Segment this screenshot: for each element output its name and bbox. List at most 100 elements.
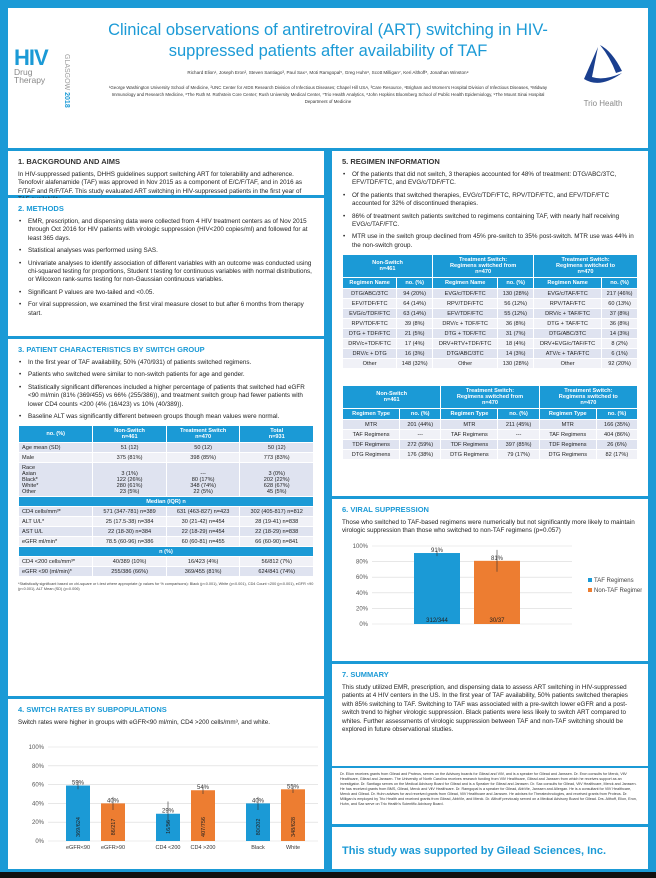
bar-value-label: 81% — [491, 556, 504, 562]
table-cell: 217 (46%) — [601, 288, 638, 300]
group-header: Non-Switch n=461 — [341, 385, 442, 410]
table-cell: 166 (35%) — [595, 419, 639, 431]
y-tick-label: 0% — [35, 839, 44, 845]
table-cell: 60 (60-81) n=455 — [165, 536, 241, 548]
viral-suppression-text: Those who switched to TAF-based regimens… — [342, 519, 635, 535]
bar-value-label: 59% — [72, 781, 85, 787]
section-background: 1. BACKGROUND AND AIMS In HIV-suppressed… — [8, 151, 324, 203]
disclosures: Dr. Elion receives grants from Gilead an… — [332, 768, 648, 824]
table-cell: 398 (85%) — [165, 452, 241, 464]
y-tick-label: 40% — [32, 802, 45, 808]
y-tick-label: 60% — [356, 575, 369, 581]
section-title: 7. SUMMARY — [342, 670, 389, 679]
column-header: Regimen Name — [533, 277, 603, 290]
table-cell: DTG Regimens — [440, 449, 499, 461]
table-cell: 94 (20%) — [396, 288, 434, 300]
table-cell: 40/389 (10%) — [92, 556, 167, 568]
table-row: DTG + TDF/FTC 21 (5%) DTG + TDF/FTC 31 (7%)… — [341, 328, 638, 340]
table-cell: --- — [497, 429, 540, 441]
bar-value-label: 55% — [287, 785, 300, 791]
table-cell: 3 (0%) 202 (22%) 628 (67%) 45 (5%) — [239, 462, 314, 498]
summary-text: This study utilized EMR, prescription, a… — [342, 684, 628, 734]
table-cell: 37 (8%) — [601, 308, 638, 320]
table-cell: MTR — [440, 419, 499, 431]
table-cell: Other — [533, 358, 603, 370]
table-cell: AST U/L — [17, 526, 94, 538]
table-cell: 36 (8%) — [601, 318, 638, 330]
legend-swatch — [588, 587, 592, 592]
x-tick-label: CD4 >200 — [191, 845, 216, 851]
regimen-type-table: Non-Switch n=461 Treatment Switch: Regimens… — [341, 385, 639, 461]
column-header: no. (%) — [497, 408, 540, 421]
table-cell: Age mean (SD) — [17, 442, 94, 454]
table-cell: 6 (1%) — [601, 348, 638, 360]
table-footnote: *Statistically significant based on chi-… — [18, 582, 314, 592]
y-tick-label: 20% — [356, 606, 369, 612]
bar-count-label: 80/202 — [256, 819, 262, 836]
table-cell: 26 (6%) — [595, 439, 639, 451]
table-cell: TDF Regimens — [341, 439, 401, 451]
table-cell: TAF Regimens — [538, 429, 597, 441]
table-cell: 79 (17%) — [497, 449, 540, 461]
table-cell: DTG/ABC/3TC — [341, 288, 398, 300]
patient-characteristics-table: no. (%) Non-Switch n=461 Treatment Switch n=… — [17, 425, 314, 578]
column-header: Non-Switch n=461 — [92, 425, 167, 444]
table-row: MTR 201 (44%) MTR 211 (45%) MTR 166 (35%) — [341, 419, 639, 431]
table-row: AST U/L 22 (18-30) n=384 22 (18-29) n=454 2… — [17, 526, 314, 538]
column-header: Regimen Type — [538, 408, 597, 421]
authors: Richard Elion¹, Joseph Eron², Steven San… — [187, 70, 469, 75]
legend-label: Non-TAF Regimens — [594, 588, 642, 594]
table-cell: MTR — [538, 419, 597, 431]
table-cell: 51 (12) — [92, 442, 167, 454]
table-cell: 66 (60-90) n=841 — [239, 536, 314, 548]
column-header: Regimen Name — [341, 277, 398, 290]
table-cell: Other — [432, 358, 499, 370]
bullet-item: Significant P values are two-tailed and … — [18, 289, 314, 298]
trio-health-icon — [584, 45, 622, 83]
table-cell: 25 (17.5-38) n=384 — [92, 516, 167, 528]
table-cell: RPV/TAF/FTC — [533, 298, 603, 310]
table-cell: DRV+EVG/c/TAF/FTC — [533, 338, 603, 350]
characteristics-list: In the first year of TAF availability, 5… — [18, 359, 314, 422]
x-tick-label: CD4 <200 — [156, 845, 181, 851]
section-title: 5. REGIMEN INFORMATION — [342, 157, 440, 166]
table-cell: 302 (405-817) n=812 — [239, 506, 314, 518]
section-summary: 7. SUMMARY This study utilized EMR, pres… — [332, 664, 648, 766]
table-cell: DTG + TAF/FTC — [533, 318, 603, 330]
y-tick-label: 80% — [32, 764, 45, 770]
table-cell: DTG + TDF/FTC — [341, 328, 398, 340]
table-row: RPV/TDF/FTC 39 (8%) DRV/c + TDF/FTC 36 (8%)… — [341, 318, 638, 330]
section-title: 2. METHODS — [18, 204, 64, 213]
table-cell: 148 (32%) — [396, 358, 434, 370]
regimen-name-table: Non-Switch n=461 Treatment Switch: Regimens… — [341, 254, 638, 370]
switch-rates-text: Switch rates were higher in groups with … — [18, 719, 270, 726]
table-cell: 22 (18-29) n=454 — [165, 526, 241, 538]
table-row: EVG/c/TDF/FTC 63 (14%) EFV/TDF/FTC 55 (12%)… — [341, 308, 638, 320]
table-row: Male 375 (81%) 398 (85%) 773 (83%) — [17, 452, 314, 464]
table-cell: Race Asian Black* White* Other — [17, 462, 94, 498]
table-cell: 56 (12%) — [497, 298, 535, 310]
table-cell: 56/812 (7%) — [239, 556, 314, 568]
section-patient-characteristics: 3. PATIENT CHARACTERISTICS BY SWITCH GRO… — [8, 339, 324, 696]
bullet-item: In the first year of TAF availability, 5… — [18, 359, 314, 368]
table-cell: DRV/c + TAF/FTC — [533, 308, 603, 320]
table-cell: 16 (3%) — [396, 348, 434, 360]
bar — [414, 552, 460, 624]
table-cell: 78.5 (60-96) n=386 — [92, 536, 167, 548]
table-band-header: n (%) — [18, 546, 314, 558]
table-cell: EVG/c/TAF/FTC — [533, 288, 603, 300]
bar-count-label: 30/37 — [489, 618, 505, 624]
y-tick-label: 100% — [29, 745, 45, 751]
bar-value-label: 91% — [431, 548, 444, 554]
table-cell: 22 (18-30) n=384 — [92, 526, 167, 538]
bullet-item: Of the patients that switched therapies,… — [342, 192, 638, 209]
bar — [281, 789, 305, 842]
hiv-drug-therapy-logo: HIV Drug Therapy GLASGOW 2018 — [14, 45, 70, 108]
bullet-item: Baseline ALT was significantly different… — [18, 413, 314, 422]
y-tick-label: 60% — [32, 783, 45, 789]
group-header: Treatment Switch: Regimens switched from n… — [432, 254, 535, 279]
bar-count-label: 16/56 — [166, 821, 172, 835]
bar-count-label: 407/756 — [201, 817, 207, 837]
table-cell: 272 (59%) — [399, 439, 442, 451]
table-row: n (%) — [18, 546, 314, 558]
